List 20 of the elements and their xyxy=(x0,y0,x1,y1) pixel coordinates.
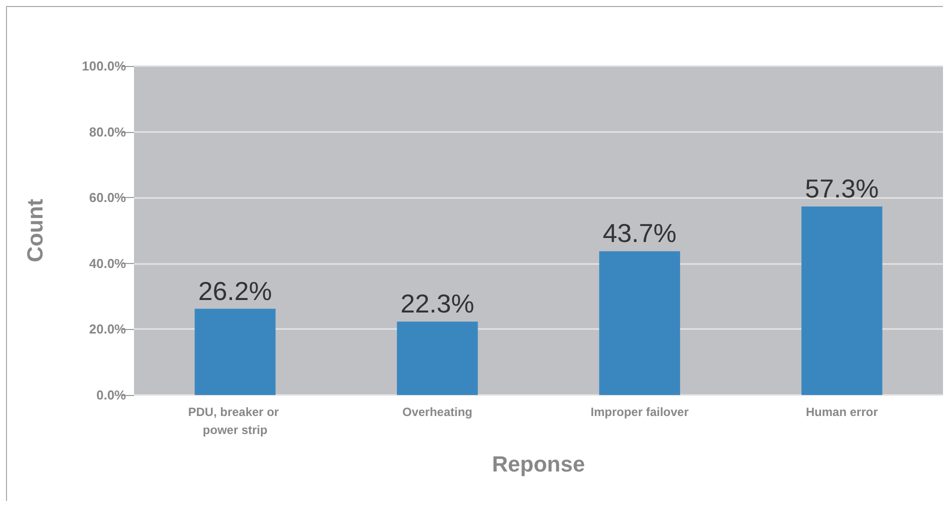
data-label: 22.3% xyxy=(400,288,474,319)
x-tick-label: PDU, breaker or power strip xyxy=(188,405,282,437)
y-tick-label: 100.0% xyxy=(82,58,126,74)
x-tick-label: Overheating xyxy=(402,405,472,419)
data-label: 57.3% xyxy=(805,173,879,204)
bar xyxy=(801,206,882,395)
y-tick-label: 20.0% xyxy=(89,322,126,337)
data-label: 26.2% xyxy=(198,276,272,306)
y-tick-label: 60.0% xyxy=(89,190,126,206)
bar xyxy=(396,322,478,395)
bar xyxy=(599,251,680,395)
y-tick-label: 80.0% xyxy=(89,124,126,140)
y-tick-label: 0.0% xyxy=(96,388,126,402)
y-axis-title: Count xyxy=(22,198,48,262)
x-tick-label: Improper failover xyxy=(590,405,689,419)
data-label: 43.7% xyxy=(602,218,676,248)
x-axis-title: Reponse xyxy=(492,452,585,476)
bar xyxy=(194,308,276,395)
y-tick-label: 40.0% xyxy=(89,256,126,271)
x-tick-label: Human error xyxy=(806,405,878,419)
